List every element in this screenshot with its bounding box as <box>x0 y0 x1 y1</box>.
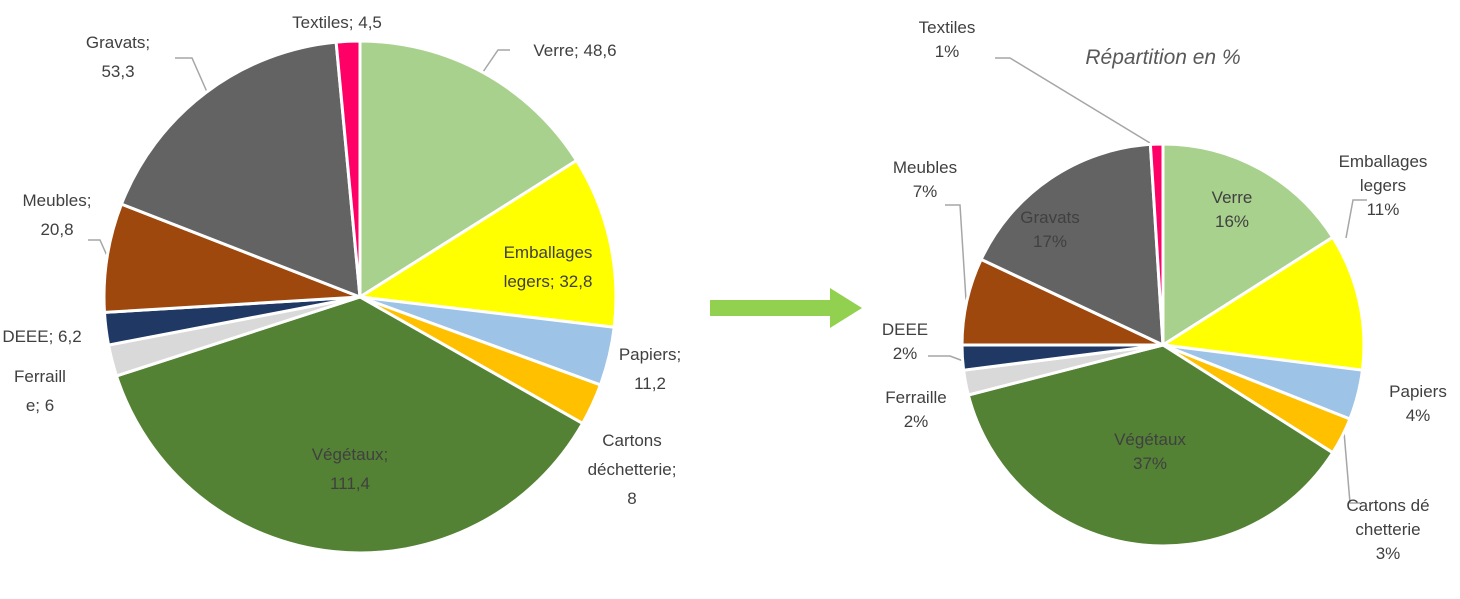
data-label: Verre; 48,6 <box>533 41 617 60</box>
data-label: Gravats; 53,3 <box>85 33 151 81</box>
data-label: Végétaux; 111,4 <box>311 445 389 493</box>
data-label: Gravats 17% <box>1005 206 1095 254</box>
leader-line <box>1345 199 1367 239</box>
chart-title: Répartition en % <box>1085 46 1241 69</box>
category-label: Emballages legers <box>1338 152 1428 195</box>
data-label: Ferraille 2% <box>871 386 961 434</box>
data-label: Meubles 7% <box>880 156 970 204</box>
leader-line <box>175 57 208 93</box>
data-label: Emballages legers; 32,8 <box>503 243 593 291</box>
value-label: 7% <box>912 182 938 201</box>
data-label: Papiers; 11,2 <box>618 345 682 393</box>
category-label: Verre <box>1211 188 1253 207</box>
value-label: 3% <box>1375 544 1401 563</box>
data-label: Cartons déchetterie; 8 <box>587 431 677 508</box>
arrow <box>710 288 862 328</box>
leader-line <box>928 355 967 363</box>
data-label: Végétaux 37% <box>1105 428 1195 476</box>
data-label: Ferraille; 6 <box>14 367 66 415</box>
value-label: 11% <box>1366 200 1400 219</box>
data-label: Cartons déchetterie 3% <box>1346 494 1430 566</box>
category-label: Gravats <box>1020 208 1080 227</box>
pie-slice <box>358 159 618 329</box>
pie-slice <box>1161 235 1366 372</box>
data-label: Papiers 4% <box>1383 380 1453 428</box>
value-label: 2% <box>892 344 918 363</box>
leader-line <box>88 239 109 259</box>
leader-line <box>482 49 510 73</box>
pie-slice <box>966 343 1335 548</box>
category-label: Textiles <box>918 18 976 37</box>
category-label: Cartons déchetterie <box>1346 496 1430 539</box>
pie-slice <box>119 40 362 299</box>
category-label: DEEE <box>881 320 929 339</box>
pie-slice <box>114 295 585 555</box>
data-label: DEEE 2% <box>875 318 935 366</box>
pie-slice <box>102 202 362 314</box>
value-label: 2% <box>903 412 929 431</box>
value-label: 1% <box>934 42 960 61</box>
pie-slice <box>1148 142 1165 347</box>
data-label: DEEE; 6,2 <box>2 327 82 346</box>
category-label: Meubles <box>892 158 958 177</box>
value-label: 4% <box>1405 406 1431 425</box>
category-label: Papiers <box>1389 382 1447 401</box>
category-label: Ferraille <box>885 388 947 407</box>
pie-slice <box>358 39 579 299</box>
value-label: 16% <box>1214 212 1250 231</box>
pie-slice <box>979 142 1165 347</box>
leader-line <box>945 204 967 301</box>
data-label: Emballages legers 11% <box>1328 150 1438 222</box>
pie-slice <box>334 39 362 299</box>
value-label: 17% <box>1032 232 1068 251</box>
data-label: Textiles 1% <box>902 16 992 64</box>
data-label: Meubles; 20,8 <box>22 191 92 239</box>
category-label: Végétaux <box>1114 430 1186 449</box>
leader-line <box>995 57 1151 144</box>
leader-line <box>1342 419 1360 504</box>
pie-slice <box>1161 142 1335 347</box>
value-label: 37% <box>1132 454 1168 473</box>
data-label: Textiles; 4,5 <box>292 13 382 32</box>
data-label: Verre 16% <box>1187 186 1277 234</box>
